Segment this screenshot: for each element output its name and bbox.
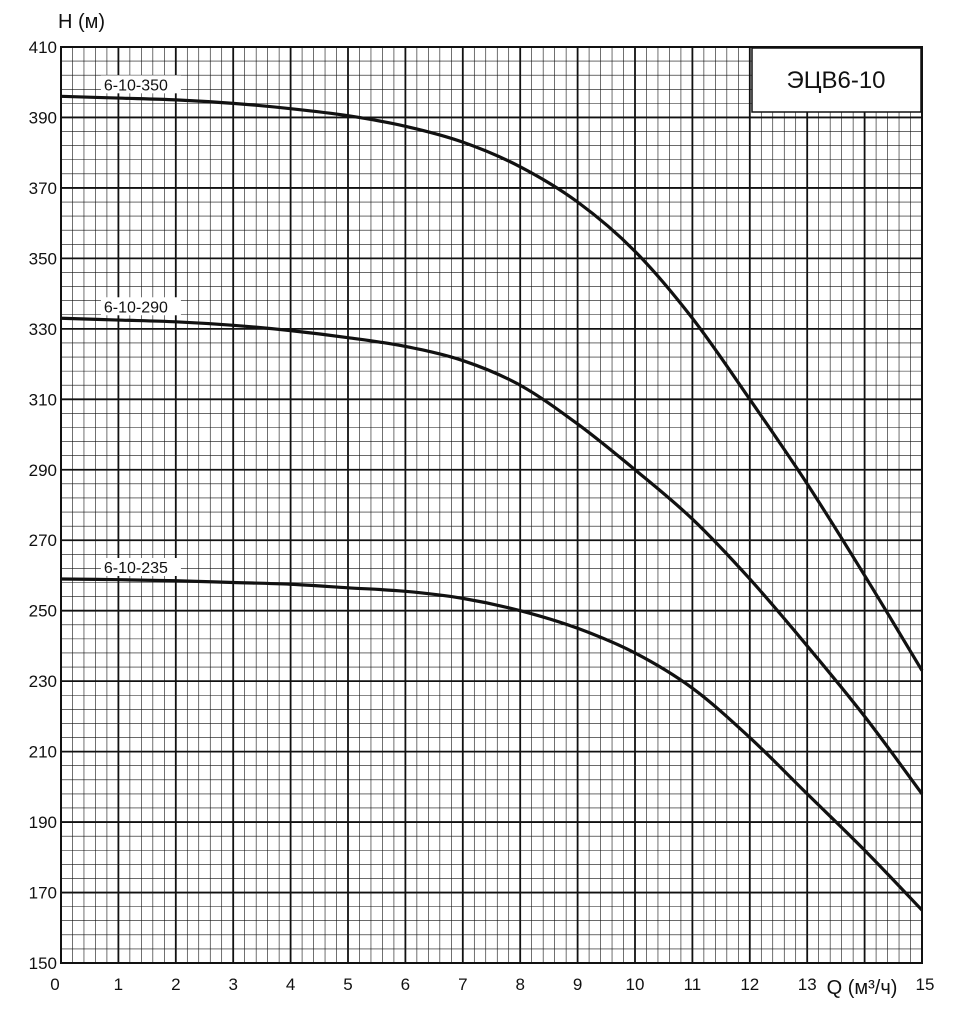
x-axis-label: Q (м³/ч)	[827, 977, 898, 999]
x-tick-label: 0	[50, 975, 59, 994]
series-line-6-10-350	[60, 94, 924, 672]
series-label: 6-10-350	[104, 77, 168, 94]
y-tick-label: 150	[29, 954, 57, 973]
y-tick-label: 390	[29, 108, 57, 127]
y-tick-label: 250	[29, 602, 57, 621]
x-tick-label: 6	[401, 975, 410, 994]
minor-grid	[61, 47, 922, 963]
x-axis-label-background	[826, 972, 900, 1000]
x-tick-label: 7	[458, 975, 467, 994]
y-axis-label: H (м)	[58, 11, 105, 33]
y-tick-label: 190	[29, 813, 57, 832]
plot-frame	[60, 46, 923, 964]
y-tick-label: 210	[29, 743, 57, 762]
x-tick-label: 8	[515, 975, 524, 994]
series-label-background	[100, 297, 181, 316]
y-tick-label: 410	[29, 38, 57, 57]
series-line-6-10-235	[60, 577, 924, 912]
x-tick-label: 15	[916, 975, 935, 994]
x-tick-label: 12	[740, 975, 759, 994]
series-labels: 6-10-350 6-10-290 6-10-235	[100, 75, 181, 577]
x-tick-label: 2	[171, 975, 180, 994]
y-tick-label: 310	[29, 390, 57, 409]
series-line-6-10-290	[60, 316, 924, 795]
y-tick-label: 370	[29, 179, 57, 198]
x-tick-label: 5	[343, 975, 352, 994]
x-tick-label: 9	[573, 975, 582, 994]
major-grid	[61, 47, 922, 963]
y-tick-label: 330	[29, 320, 57, 339]
curves	[60, 94, 924, 912]
y-tick-label: 350	[29, 249, 57, 268]
series-label: 6-10-290	[104, 299, 168, 316]
x-tick-label: 13	[798, 975, 817, 994]
chart-title: ЭЦВ6-10	[786, 67, 885, 94]
x-tick-label: 3	[228, 975, 237, 994]
y-tick-label: 270	[29, 531, 57, 550]
series-label-background	[100, 75, 181, 94]
x-tick-label: 1	[114, 975, 123, 994]
series-label-background	[100, 557, 181, 576]
y-tick-label: 230	[29, 672, 57, 691]
x-tick-label: 11	[684, 975, 702, 994]
x-tick-label: 4	[286, 975, 295, 994]
series-label: 6-10-235	[104, 560, 168, 577]
x-tick-label: 10	[626, 975, 645, 994]
y-tick-label: 170	[29, 884, 57, 903]
y-tick-label: 290	[29, 461, 57, 480]
model-badge	[751, 47, 922, 113]
y-tick-labels: 150 170 190 210 230 250 270 290 310 330 350 370 390 4…	[29, 38, 57, 973]
